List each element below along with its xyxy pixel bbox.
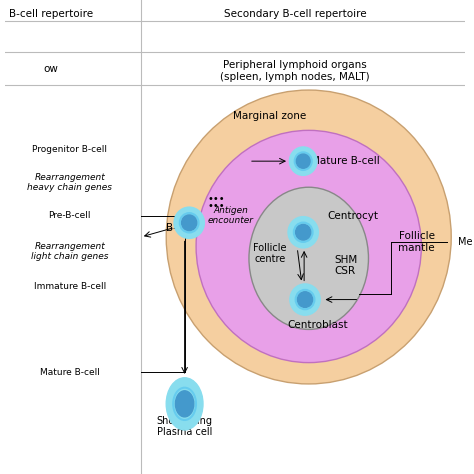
- Ellipse shape: [175, 391, 194, 417]
- Text: •••: •••: [208, 201, 226, 211]
- Circle shape: [298, 292, 313, 308]
- Text: Me: Me: [458, 237, 473, 247]
- Text: Peripheral lymphoid organs
(spleen, lymph nodes, MALT): Peripheral lymphoid organs (spleen, lymp…: [220, 60, 370, 82]
- Text: Rearrangement
light chain genes: Rearrangement light chain genes: [31, 242, 109, 261]
- Text: B-cell repertoire: B-cell repertoire: [9, 9, 93, 19]
- Text: B-blast: B-blast: [166, 222, 203, 233]
- Text: •••: •••: [208, 194, 226, 204]
- Text: Immature B-cell: Immature B-cell: [34, 283, 106, 291]
- Text: Marginal zone: Marginal zone: [233, 111, 306, 121]
- Circle shape: [166, 90, 451, 384]
- Text: Mature B-cell: Mature B-cell: [311, 156, 380, 166]
- Text: Rearrangement
heavy chain genes: Rearrangement heavy chain genes: [27, 173, 112, 192]
- Text: Mature B-cell: Mature B-cell: [40, 368, 100, 376]
- Ellipse shape: [166, 378, 203, 430]
- Circle shape: [290, 147, 317, 175]
- Text: SHM
CSR: SHM CSR: [334, 255, 357, 276]
- Circle shape: [174, 207, 204, 238]
- Text: Secondary B-cell repertoire: Secondary B-cell repertoire: [224, 9, 366, 19]
- Circle shape: [296, 225, 311, 240]
- Text: Follicle
mantle: Follicle mantle: [399, 231, 435, 253]
- Ellipse shape: [249, 187, 368, 329]
- Circle shape: [182, 215, 197, 231]
- Circle shape: [290, 284, 320, 315]
- Text: Centrocyt: Centrocyt: [327, 210, 378, 221]
- Circle shape: [196, 130, 421, 363]
- Text: Short-living
Plasma cell: Short-living Plasma cell: [156, 416, 213, 438]
- Text: Centroblast: Centroblast: [288, 319, 348, 330]
- Circle shape: [288, 217, 319, 248]
- Text: Progenitor B-cell: Progenitor B-cell: [32, 145, 107, 154]
- Circle shape: [296, 154, 310, 168]
- Text: ow: ow: [44, 64, 59, 74]
- Text: Antigen
encounter: Antigen encounter: [208, 206, 254, 225]
- Text: Pre-B-cell: Pre-B-cell: [48, 211, 91, 220]
- Text: Follicle
centre: Follicle centre: [253, 243, 286, 264]
